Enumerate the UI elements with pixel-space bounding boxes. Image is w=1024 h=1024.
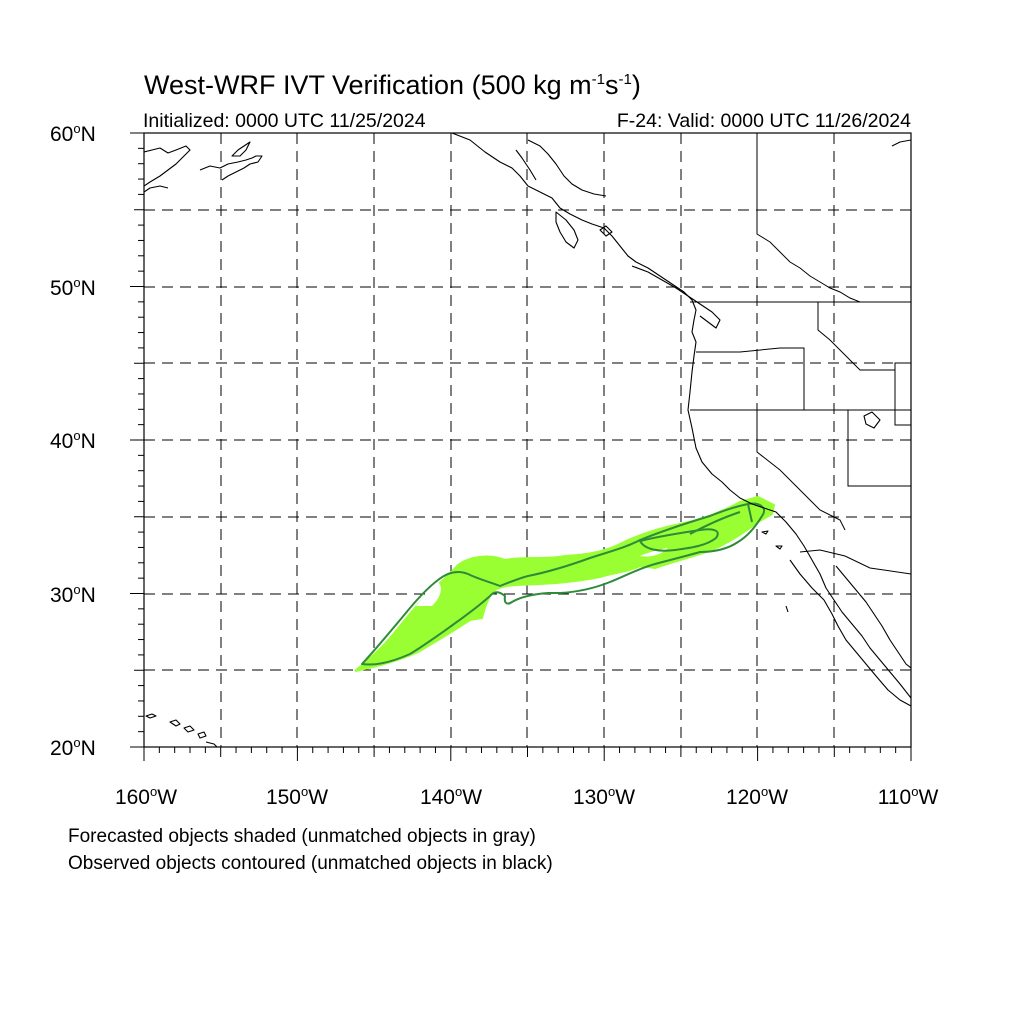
lon-label-130w: 130oW — [572, 784, 636, 809]
political-borders — [690, 133, 911, 575]
lat-label-60n: 60oN — [50, 121, 96, 146]
grid-lines — [144, 133, 911, 747]
lon-label-110w: 110oW — [877, 784, 939, 809]
init-time-label: Initialized: 0000 UTC 11/25/2024 — [143, 110, 426, 132]
chart-title: West-WRF IVT Verification (500 kg m-1s-1… — [144, 70, 641, 100]
valid-time-label: F-24: Valid: 0000 UTC 11/26/2024 — [616, 110, 911, 132]
lon-label-150w: 150oW — [265, 784, 329, 809]
lat-label-20n: 20oN — [50, 735, 96, 760]
lon-label-140w: 140oW — [419, 784, 483, 809]
lat-label-50n: 50oN — [50, 275, 96, 300]
coastlines — [144, 133, 911, 747]
forecast-ivt-object — [354, 495, 776, 672]
lon-label-120w: 120oW — [725, 784, 789, 809]
lon-label-160w: 160oW — [114, 784, 178, 809]
legend-note-forecast: Forecasted objects shaded (unmatched obj… — [68, 826, 536, 847]
lat-label-30n: 30oN — [50, 582, 96, 607]
axis-ticks — [130, 132, 912, 761]
legend-note-observed: Observed objects contoured (unmatched ob… — [68, 853, 553, 874]
lat-label-40n: 40oN — [50, 428, 96, 453]
observed-ivt-contour — [361, 502, 766, 666]
